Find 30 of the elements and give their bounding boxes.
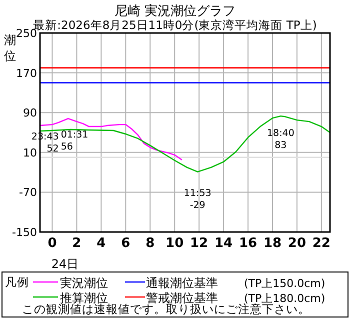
x-tick-label: 2 [72,236,82,251]
x-tick-label: 18 [263,236,282,251]
text: (TP上150.0cm) [244,277,326,290]
x-tick-label: 20 [288,236,306,251]
annotation: 11:53 -29 [184,188,212,211]
x-tick-label: 14 [214,236,233,251]
legend-title: 凡例 [5,275,29,289]
y-tick-label: -150 [12,226,37,239]
x-tick-label: 16 [238,236,258,251]
legend-label: 推算潮位 [60,291,108,305]
x-tick-label: 6 [121,236,130,251]
y-tick-label: 90 [23,106,37,120]
x-tick-label: 10 [166,236,184,251]
text: 24日 [51,257,79,271]
annotation: 01:31 56 [60,130,88,153]
x-tick-label: 0 [48,236,57,251]
y-tick-label: 10 [23,146,37,160]
x-tick-label: 22 [312,236,330,251]
annotation: 18:40 83 [266,128,294,152]
y-axis-title: 潮位 [4,33,16,63]
y-tick-label: 170 [16,66,37,80]
legend-label: 通報潮位基準 [146,276,218,290]
chart-title: 尼崎 実況潮位グラフ [114,3,236,19]
text: (TP上180.0cm) [244,292,326,305]
x-tick-label: 8 [146,236,155,251]
x-tick-label: 12 [190,236,208,251]
legend-label: 警戒潮位基準 [146,291,218,305]
legend-label: 実況潮位 [60,276,108,290]
x-tick-label: 4 [96,236,106,251]
y-tick-label: -70 [19,186,37,200]
